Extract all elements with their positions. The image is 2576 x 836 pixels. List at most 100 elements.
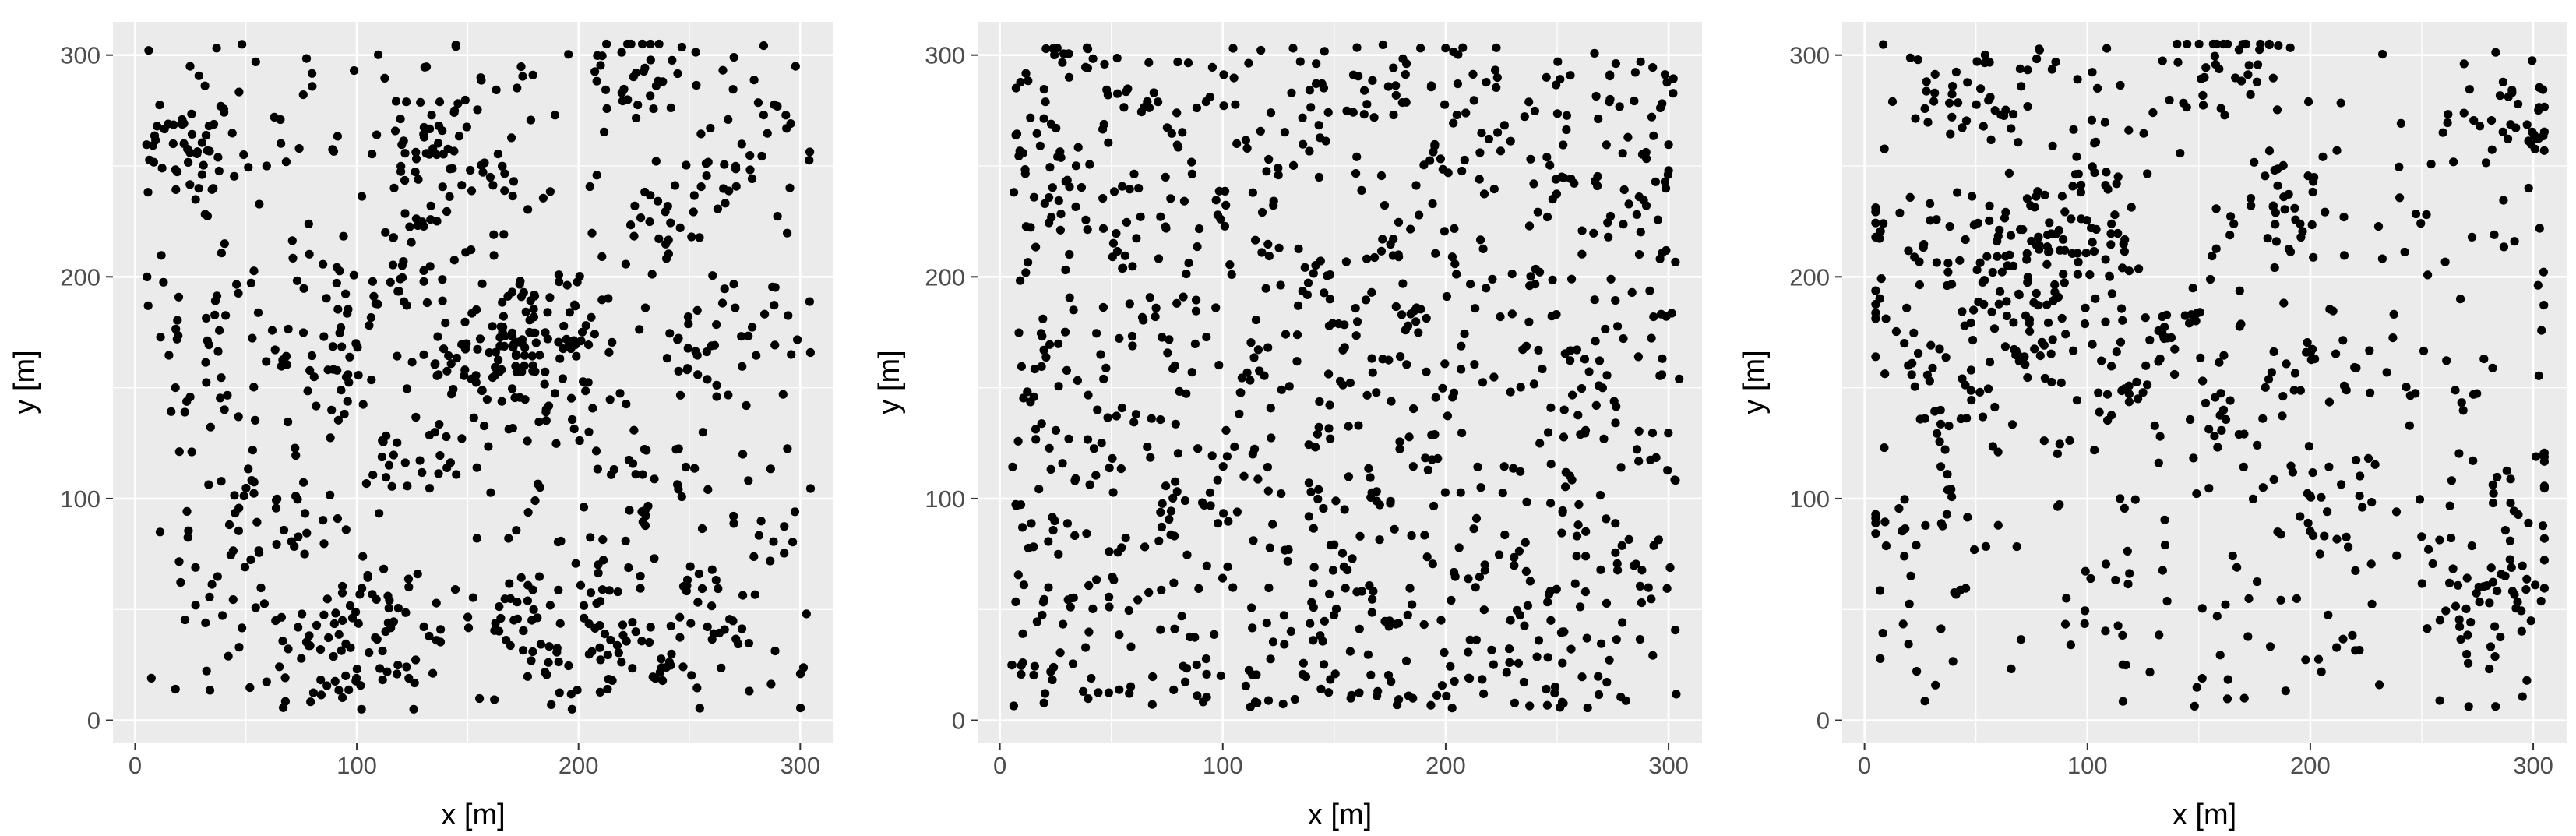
data-point <box>636 213 646 223</box>
data-point <box>745 165 755 175</box>
data-point <box>1641 147 1651 157</box>
data-point <box>703 622 712 632</box>
data-point <box>2252 77 2262 86</box>
data-point <box>272 540 281 549</box>
data-point <box>345 352 354 362</box>
data-point <box>2220 111 2229 120</box>
data-point <box>1985 58 1994 67</box>
data-point <box>1985 358 1995 367</box>
data-point <box>2539 584 2549 593</box>
data-point <box>383 591 393 601</box>
data-point <box>1306 103 1316 112</box>
data-point <box>2486 116 2497 125</box>
data-point <box>1675 374 1684 383</box>
data-point <box>1320 288 1329 298</box>
data-point <box>711 576 721 585</box>
data-point <box>529 305 538 314</box>
data-point <box>304 219 313 228</box>
data-point <box>1516 383 1525 392</box>
data-point <box>1529 179 1538 189</box>
data-point <box>400 458 410 467</box>
data-point <box>1947 112 1957 122</box>
data-point <box>2458 406 2468 415</box>
data-point <box>2189 453 2198 463</box>
data-point <box>1552 584 1561 594</box>
data-point <box>396 167 406 176</box>
data-point <box>2500 526 2510 535</box>
data-point <box>1479 605 1489 615</box>
data-point <box>1367 287 1376 297</box>
data-point <box>1044 583 1053 592</box>
data-point <box>1325 295 1334 304</box>
data-point <box>1283 556 1292 566</box>
data-point <box>1266 654 1275 664</box>
data-point <box>1366 492 1376 503</box>
data-point <box>2281 686 2290 696</box>
data-point <box>1071 202 1080 211</box>
data-point <box>469 413 478 422</box>
data-point <box>577 327 587 337</box>
data-point <box>2116 337 2126 347</box>
data-point <box>1112 411 1121 421</box>
data-point <box>1871 299 1880 309</box>
data-point <box>805 347 815 358</box>
data-point <box>1219 70 1228 79</box>
data-point <box>337 588 347 598</box>
data-point <box>171 324 181 333</box>
data-point <box>1969 305 1979 315</box>
data-point <box>2067 214 2076 224</box>
data-point <box>2105 271 2114 280</box>
data-point <box>673 69 682 79</box>
data-point <box>420 62 429 72</box>
data-point <box>544 642 554 651</box>
data-point <box>1262 167 1271 176</box>
data-point <box>1193 242 1202 252</box>
data-point <box>1535 267 1545 277</box>
data-point <box>1391 90 1401 100</box>
data-point <box>1156 212 1165 221</box>
data-point <box>703 375 712 384</box>
data-point <box>2454 615 2464 624</box>
data-point <box>617 48 626 57</box>
data-point <box>2502 466 2511 475</box>
data-point <box>482 395 492 404</box>
data-point <box>1201 97 1210 107</box>
data-point <box>1595 491 1605 500</box>
data-point <box>2270 165 2279 175</box>
data-point <box>1061 327 1070 337</box>
data-point <box>1875 234 1884 243</box>
data-point <box>435 97 445 107</box>
data-point <box>1915 257 1924 266</box>
data-point <box>638 39 647 49</box>
data-point <box>2464 658 2473 668</box>
data-point <box>183 144 192 153</box>
data-point <box>1442 691 1451 701</box>
data-point <box>657 654 666 664</box>
data-point <box>2445 501 2454 510</box>
data-point <box>766 679 776 689</box>
data-point <box>1605 211 1616 221</box>
data-point <box>628 664 637 673</box>
data-point <box>1649 312 1658 322</box>
data-point <box>294 532 303 541</box>
data-point <box>742 400 751 411</box>
data-point <box>1453 79 1462 89</box>
data-point <box>1566 356 1575 365</box>
data-point <box>2441 606 2451 616</box>
data-point <box>1154 536 1164 546</box>
data-point <box>390 126 400 136</box>
data-point <box>1546 403 1556 412</box>
data-point <box>2491 702 2500 711</box>
data-point <box>2462 573 2472 583</box>
data-point <box>1534 636 1544 645</box>
data-point <box>1584 367 1594 376</box>
data-point <box>180 616 190 625</box>
data-point <box>1019 580 1028 590</box>
data-point <box>587 647 597 656</box>
data-point <box>340 409 349 419</box>
data-point <box>1024 258 1033 267</box>
data-point <box>1129 169 1139 178</box>
data-point <box>665 329 675 338</box>
data-point <box>724 390 733 400</box>
data-point <box>2505 555 2514 564</box>
